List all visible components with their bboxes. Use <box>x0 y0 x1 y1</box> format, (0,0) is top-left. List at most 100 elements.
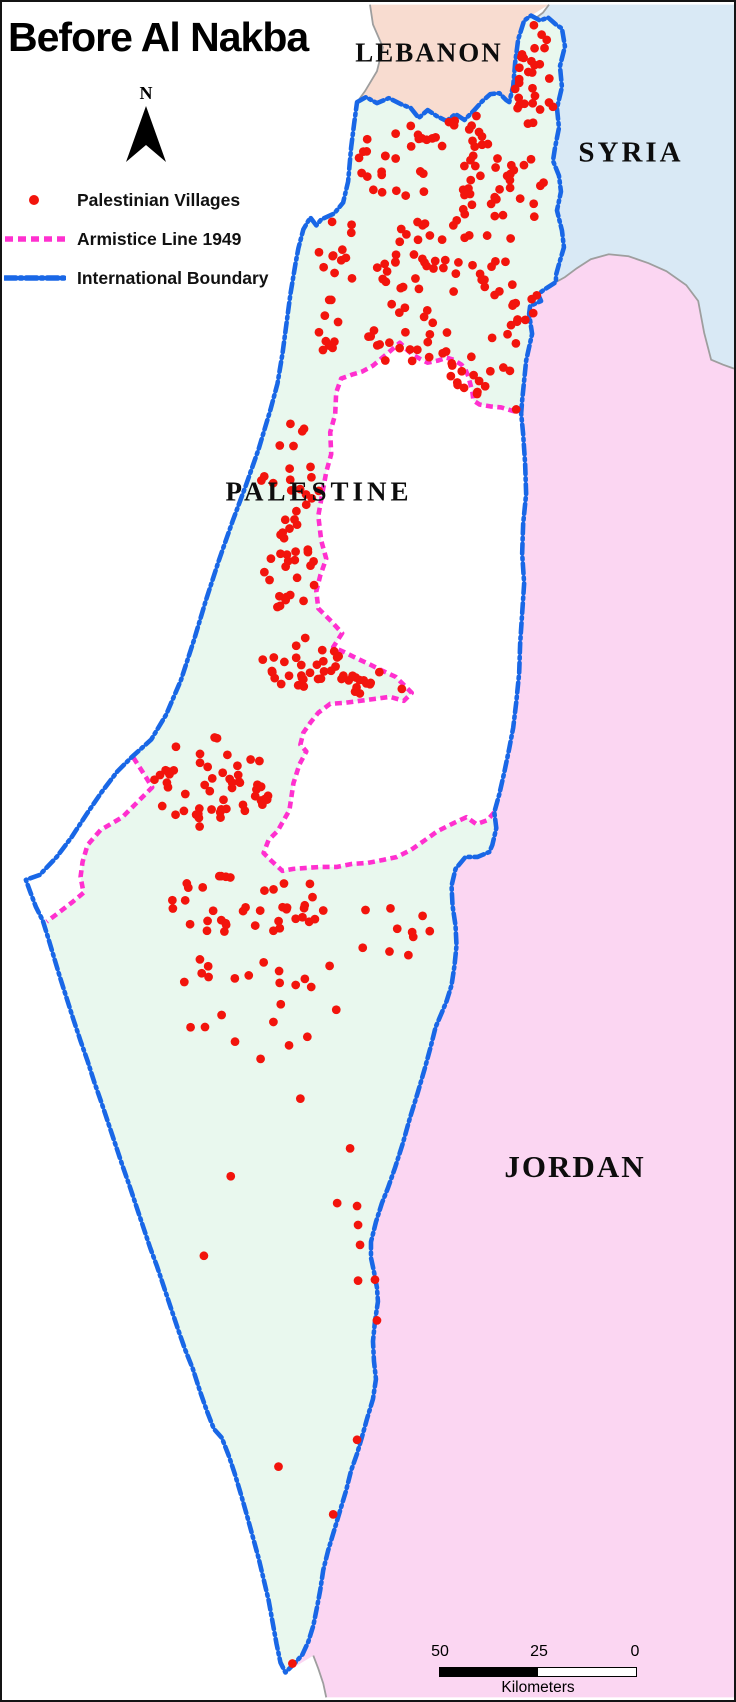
village-dot <box>235 778 245 788</box>
village-dot <box>314 327 324 337</box>
village-dot <box>302 1032 312 1042</box>
village-dot <box>205 786 215 796</box>
village-dot <box>195 822 204 831</box>
village-dot <box>282 550 292 559</box>
village-dot <box>520 315 530 325</box>
village-dot <box>333 317 343 327</box>
village-dot <box>285 464 295 473</box>
village-dot <box>470 142 480 152</box>
village-dot <box>274 966 284 976</box>
village-dot <box>485 366 495 376</box>
village-dot <box>418 220 427 230</box>
village-dot <box>382 266 392 276</box>
village-dot <box>454 258 463 267</box>
village-dot <box>377 170 387 180</box>
village-dot <box>256 1054 265 1064</box>
village-dot <box>529 199 539 209</box>
village-dot <box>498 210 508 220</box>
village-dot <box>275 601 285 611</box>
village-dot <box>361 905 370 915</box>
village-dot <box>401 327 410 337</box>
village-dot <box>447 358 457 368</box>
village-dot <box>387 299 397 309</box>
region-jordan <box>285 254 734 1698</box>
village-dot <box>391 250 401 260</box>
village-dot <box>195 758 205 768</box>
village-dot <box>295 484 305 494</box>
village-dot <box>168 904 178 913</box>
village-dot <box>318 345 328 355</box>
village-dot <box>259 958 269 967</box>
village-dot <box>419 312 429 322</box>
village-dot <box>352 1201 362 1211</box>
village-dot <box>291 547 300 557</box>
village-dot <box>395 343 405 353</box>
village-dot <box>265 575 274 585</box>
village-dot <box>526 154 536 164</box>
village-dot <box>515 194 525 203</box>
village-dot <box>288 1659 297 1668</box>
village-dot <box>440 255 450 265</box>
village-dot <box>437 141 447 151</box>
village-dot <box>314 247 324 257</box>
village-dot <box>285 475 295 485</box>
village-dot <box>219 795 228 805</box>
village-dot <box>409 250 419 259</box>
village-dot <box>183 883 193 892</box>
village-dot <box>281 595 291 605</box>
village-dot <box>241 903 250 912</box>
village-dot <box>362 134 372 144</box>
village-dot <box>203 762 213 772</box>
village-dot <box>318 656 328 666</box>
village-dot <box>372 263 382 272</box>
village-dot <box>266 554 276 563</box>
village-dot <box>407 356 417 366</box>
village-dot <box>326 666 336 676</box>
village-dot <box>225 774 235 784</box>
village-dot <box>317 645 327 655</box>
village-dot <box>514 78 524 88</box>
village-dot <box>542 35 552 45</box>
village-dot <box>483 139 493 149</box>
village-dot <box>256 782 266 792</box>
village-dot <box>207 805 216 814</box>
village-dot <box>425 329 435 339</box>
village-dot <box>437 235 447 245</box>
village-dot <box>276 549 285 559</box>
village-dot <box>418 254 427 264</box>
village-dot <box>493 154 502 163</box>
region-west-bank <box>263 342 527 871</box>
village-dot <box>442 328 452 337</box>
village-dot <box>474 376 484 386</box>
village-dot <box>269 653 279 662</box>
village-dot <box>348 671 357 681</box>
village-dot <box>179 977 189 987</box>
village-dot <box>491 163 500 172</box>
village-dot <box>401 191 411 200</box>
village-dot <box>472 111 481 121</box>
village-dot <box>319 667 329 676</box>
village-dot <box>307 472 316 482</box>
village-dot <box>207 774 217 783</box>
village-dot <box>328 1509 338 1519</box>
village-dot <box>529 20 539 30</box>
border-syria-jordan <box>555 253 734 370</box>
village-dot <box>396 224 406 234</box>
village-dot <box>289 441 298 451</box>
village-dot <box>517 52 526 62</box>
village-dot <box>279 879 289 888</box>
village-dot <box>467 200 477 210</box>
village-dot <box>404 950 413 960</box>
village-dot <box>295 1094 305 1104</box>
village-dot <box>221 920 231 930</box>
village-dot <box>482 231 492 240</box>
village-dot <box>300 633 310 643</box>
village-dot <box>285 524 294 533</box>
village-dot <box>355 1240 365 1250</box>
village-dot <box>511 338 521 348</box>
village-dot <box>280 515 290 525</box>
village-dot <box>270 673 280 683</box>
village-dot <box>503 329 512 339</box>
village-dot <box>448 221 458 230</box>
